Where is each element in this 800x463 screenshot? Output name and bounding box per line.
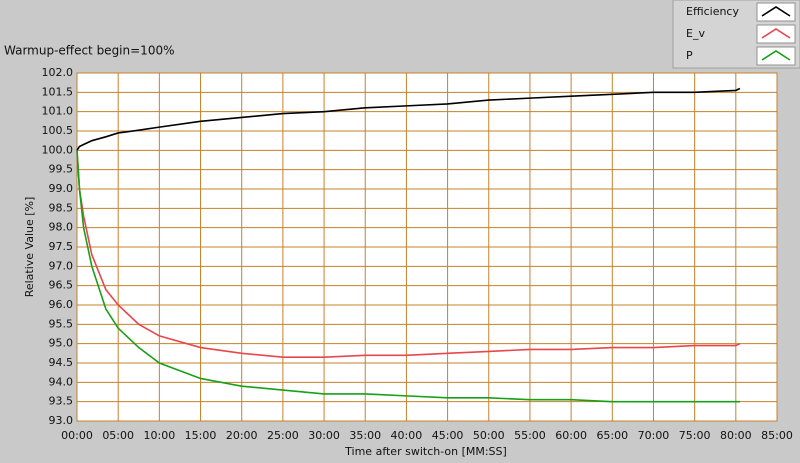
y-tick-label: 100.5 [42, 124, 74, 137]
y-tick-label: 96.5 [49, 279, 74, 292]
x-tick-label: 15:00 [185, 429, 217, 442]
x-tick-label: 40:00 [391, 429, 423, 442]
y-tick-label: 93.0 [49, 414, 74, 427]
legend-swatch-box [756, 46, 796, 66]
legend-label: Efficiency [686, 5, 739, 18]
y-tick-label: 96.0 [49, 298, 74, 311]
y-tick-label: 99.0 [49, 182, 74, 195]
x-tick-label: 00:00 [61, 429, 93, 442]
legend-swatch [761, 6, 791, 17]
legend-swatch-box [756, 24, 796, 44]
legend-swatch [761, 50, 791, 61]
x-tick-label: 75:00 [679, 429, 711, 442]
y-tick-label: 95.5 [49, 317, 74, 330]
x-tick-label: 35:00 [349, 429, 381, 442]
chart-title: Warmup-effect begin=100% [4, 44, 174, 58]
x-tick-label: 10:00 [144, 429, 176, 442]
x-tick-label: 65:00 [596, 429, 628, 442]
x-tick-label: 30:00 [308, 429, 340, 442]
y-tick-label: 101.0 [42, 105, 74, 118]
x-tick-label: 20:00 [226, 429, 258, 442]
y-tick-label: 102.0 [42, 66, 74, 79]
legend-label: E_v [686, 27, 705, 40]
series-line [76, 87, 741, 151]
y-tick-label: 94.5 [49, 356, 74, 369]
x-axis-label: Time after switch-on [MM:SS] [344, 445, 507, 458]
y-tick-label: 100.0 [42, 143, 74, 156]
y-tick-label: 99.5 [49, 163, 74, 176]
x-tick-label: 70:00 [638, 429, 670, 442]
x-tick-label: 45:00 [432, 429, 464, 442]
x-tick-label: 85:00 [761, 429, 793, 442]
x-tick-label: 50:00 [473, 429, 505, 442]
x-tick-label: 80:00 [720, 429, 752, 442]
series-line [76, 150, 740, 403]
x-tick-label: 25:00 [267, 429, 299, 442]
y-tick-label: 101.5 [42, 85, 74, 98]
y-tick-label: 98.0 [49, 221, 74, 234]
y-tick-label: 94.0 [49, 375, 74, 388]
x-tick-label: 05:00 [102, 429, 134, 442]
y-tick-label: 95.0 [49, 337, 74, 350]
x-tick-label: 60:00 [555, 429, 587, 442]
y-axis-label: Relative Value [%] [23, 197, 36, 298]
legend: Efficiency E_v P [672, 0, 800, 69]
x-tick-label: 55:00 [514, 429, 546, 442]
series-line [76, 150, 741, 358]
y-tick-label: 98.5 [49, 201, 74, 214]
y-tick-label: 97.0 [49, 259, 74, 272]
legend-swatch-box [756, 2, 796, 22]
legend-label: P [686, 49, 693, 62]
y-tick-label: 97.5 [49, 240, 74, 253]
legend-swatch [761, 28, 791, 39]
y-tick-label: 93.5 [49, 395, 74, 408]
